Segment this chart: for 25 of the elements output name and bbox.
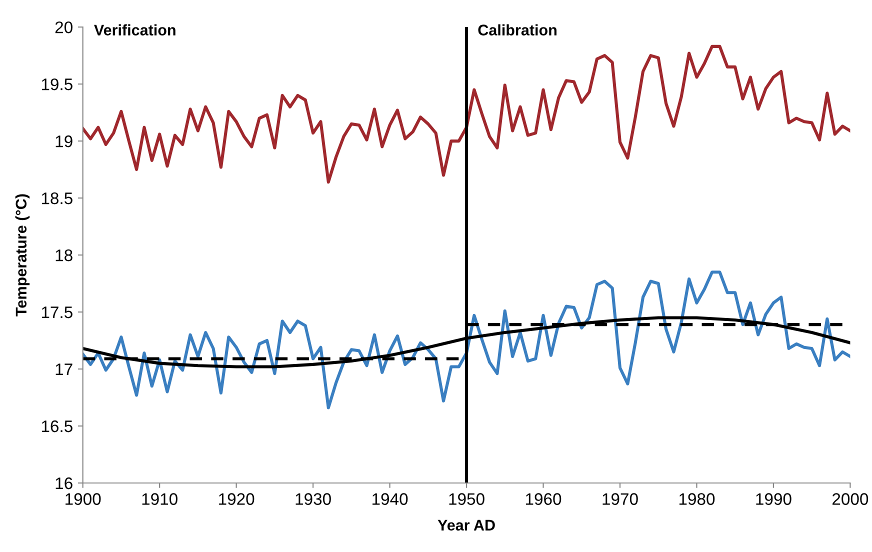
y-tick-label: 20 [55,21,72,34]
y-tick-label: 18.5 [42,192,72,204]
x-axis-title: Year AD [438,520,495,531]
x-tick-label: 1960 [526,493,562,505]
line-series [82,44,850,184]
x-tick-label: 1940 [372,493,408,505]
x-tick-label: 2000 [832,493,868,505]
y-tick-label: 19.5 [42,78,72,90]
y-tick-label: 16.5 [42,420,72,432]
y-tick-label: 18 [56,249,72,262]
x-tick-label: 1980 [679,493,715,505]
x-tick-label: 1920 [219,493,254,505]
y-tick-label: 17.5 [42,306,72,318]
x-tick-label: 1930 [296,493,331,505]
x-tick-label: 1950 [449,493,484,505]
y-tick-label: 17 [56,364,72,376]
annotation: Verification [94,24,176,36]
annotation: Calibration [478,24,556,36]
x-tick-label: 1970 [602,493,638,505]
x-tick-label: 1910 [142,493,178,505]
y-tick-label: 19 [56,135,72,148]
x-tick-label: 1990 [756,493,792,505]
y-axis-title: Temperature (°C) [15,194,30,316]
x-tick-label: 1900 [66,493,101,505]
y-tick-label: 16 [56,477,72,490]
